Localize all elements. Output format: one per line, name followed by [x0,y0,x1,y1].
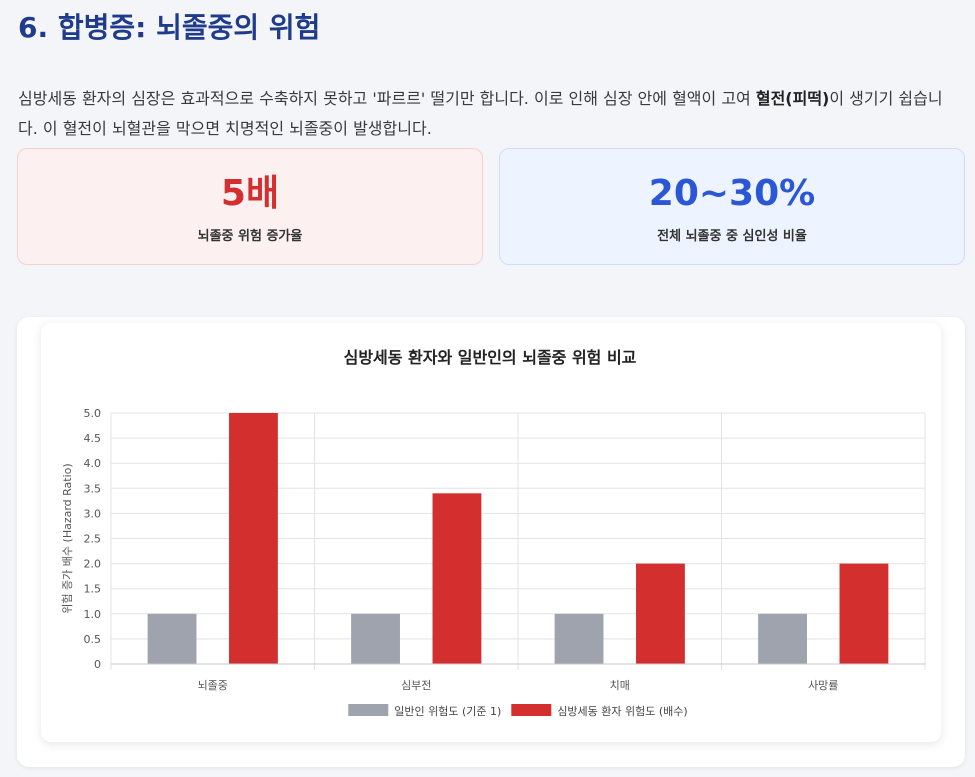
y-tick-label: 3.5 [84,482,102,495]
chart-title: 심방세동 환자와 일반인의 뇌졸중 위험 비교 [344,348,637,367]
bar-baseline-0 [147,613,197,664]
y-tick-label: 5.0 [84,407,102,420]
chart-bars [147,413,889,664]
legend-label: 일반인 위험도 (기준 1) [394,704,501,718]
stat-value-stroke-risk: 5배 [220,173,280,214]
intro-paragraph: 심방세동 환자의 심장은 효과적으로 수축하지 못하고 '파르르' 떨기만 합니… [18,84,958,144]
x-tick-label: 심부전 [401,679,431,692]
intro-text-before: 심방세동 환자의 심장은 효과적으로 수축하지 못하고 '파르르' 떨기만 합니… [18,89,756,108]
legend-swatch [511,704,552,716]
y-tick-label: 4.5 [84,432,102,445]
stat-label-cardioembolic-ratio: 전체 뇌졸중 중 심인성 비율 [657,229,807,244]
y-tick-label: 0 [94,658,101,671]
x-tick-label: 치매 [610,679,630,692]
y-tick-label: 1.0 [84,608,102,621]
intro-emphasis: 혈전(피떡) [755,89,830,108]
bar-baseline-3 [758,613,807,664]
chart-axes: 0 0.5 1.0 1.5 2.0 2.5 3.0 3.5 4.0 4.5 5.0 뇌졸중 심부전 치매 사… [84,407,925,692]
bar-afib-3 [839,563,889,664]
y-axis-title: 위험 증가 배수 (Hazard Ratio) [61,463,74,613]
chart-legend: 일반인 위험도 (기준 1) 심방세동 환자 위험도 (배수) [348,704,688,718]
x-tick-label: 뇌졸중 [198,679,228,692]
stat-card-stroke-risk: 5배 뇌졸중 위험 증가율 [17,148,483,265]
y-tick-label: 4.0 [84,457,102,470]
bar-baseline-2 [554,613,604,664]
y-tick-label: 3.0 [84,507,102,520]
stat-label-stroke-risk: 뇌졸중 위험 증가율 [197,229,303,244]
stat-card-cardioembolic-ratio: 20~30% 전체 뇌졸중 중 심인성 비율 [499,148,965,265]
bar-afib-0 [229,413,278,664]
bar-afib-1 [432,493,482,664]
y-tick-label: 1.5 [84,583,102,596]
bar-chart: 심방세동 환자와 일반인의 뇌졸중 위험 비교 0 0.5 1.0 1.5 2.0 2.5… [61,348,926,718]
y-tick-label: 2.0 [84,558,102,571]
y-tick-label: 0.5 [84,633,102,646]
page-title: 6. 합병증: 뇌졸중의 위험 [18,11,321,44]
intro-text-after: 이 생기기 쉽습니다. 이 혈전이 뇌혈관을 막으면 치명적인 뇌졸중이 발생합… [18,89,943,138]
legend-label: 심방세동 환자 위험도 (배수) [557,705,687,718]
chart-card: 심방세동 환자와 일반인의 뇌졸중 위험 비교 0 0.5 1.0 1.5 2.0 2.5… [41,323,941,742]
x-tick-label: 사망률 [808,679,838,692]
bar-baseline-1 [351,613,400,664]
stat-value-cardioembolic-ratio: 20~30% [648,173,816,214]
legend-swatch [348,704,389,716]
bar-afib-2 [636,563,685,664]
y-tick-label: 2.5 [84,533,102,546]
